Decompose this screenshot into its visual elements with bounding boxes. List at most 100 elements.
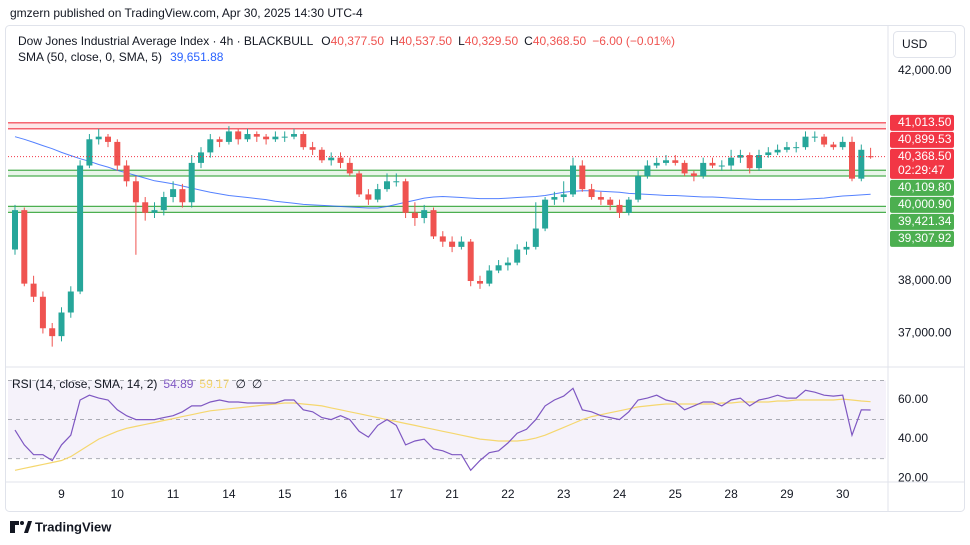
candle-body [263, 136, 270, 140]
candle-body [244, 134, 251, 140]
candle-body [430, 210, 437, 237]
candle-body [849, 141, 855, 179]
candle-body [39, 296, 46, 329]
rsi-value: 59.17 [199, 377, 229, 391]
x-tick-label: 9 [58, 487, 65, 501]
candle-body [77, 165, 84, 292]
candle-body [170, 189, 177, 198]
rsi-title: RSI (14, close, SMA, 14, 2) [12, 377, 157, 391]
candle-body [811, 136, 818, 138]
y-tick-label: 20.00 [898, 470, 928, 484]
ohlc-key: L [458, 34, 465, 48]
candle-body [67, 291, 74, 313]
candle-body [802, 136, 809, 148]
x-tick-label: 29 [780, 487, 794, 501]
candle-body [821, 136, 828, 145]
ohlc-key: C [524, 34, 533, 48]
candle-body [188, 162, 195, 203]
candle-body [21, 210, 28, 284]
x-tick-label: 28 [724, 487, 738, 501]
countdown: 02:29:47 [898, 163, 945, 177]
candle-body [690, 173, 697, 177]
candle-body [207, 139, 214, 153]
candle-body [337, 157, 344, 163]
ohlc-value: 40,329.50 [465, 34, 519, 48]
candle-body [718, 165, 725, 167]
x-tick-label: 14 [222, 487, 236, 501]
candle-body [793, 147, 800, 149]
level-label: 41,013.50 [898, 115, 952, 129]
x-tick-label: 23 [557, 487, 571, 501]
y-tick-label: 38,000.00 [898, 273, 952, 287]
candle-body [514, 249, 521, 263]
candle-body [374, 189, 381, 200]
candle-body [783, 147, 790, 150]
chart-frame [5, 25, 965, 512]
candle-body [607, 199, 614, 205]
candle-body [625, 199, 632, 213]
candle-body [765, 152, 772, 156]
candle-body [402, 181, 409, 213]
candle-body [58, 312, 65, 337]
candle-body [495, 265, 502, 271]
rsi-extra: ∅ [235, 377, 245, 391]
level-zone [8, 206, 886, 213]
candle-body [551, 197, 558, 200]
candle-body [300, 134, 307, 148]
candle-body [225, 131, 232, 142]
x-tick-label: 30 [836, 487, 850, 501]
candle-body [142, 202, 149, 213]
candle-body [235, 131, 242, 140]
x-tick-label: 11 [167, 487, 180, 501]
candle-body [774, 149, 781, 153]
candle-body [504, 262, 511, 266]
candle-body [105, 136, 111, 142]
candle-body [449, 241, 456, 247]
level-label: 40,899.53 [898, 132, 952, 146]
sma-legend: SMA (50, close, 0, SMA, 5) 39,651.88 [18, 50, 224, 64]
rsi-line [14, 398, 871, 471]
candle-body [728, 157, 735, 166]
ohlc-key: H [390, 34, 399, 48]
candle-body [30, 283, 37, 297]
candle-body [272, 136, 279, 140]
level-zone [8, 170, 886, 176]
x-tick-label: 10 [111, 487, 125, 501]
brand: TradingView [35, 519, 112, 534]
price-label-box [890, 196, 954, 213]
sma-line [14, 136, 871, 209]
price-label-box [890, 131, 954, 148]
x-tick-label: 22 [501, 487, 515, 501]
rsi-value: 54.89 [163, 377, 193, 391]
x-tick-label: 17 [390, 487, 404, 501]
level-label: 40,000.90 [898, 197, 952, 211]
y-tick-label: 40.00 [898, 431, 928, 445]
candle-body [663, 160, 669, 163]
price-label-box [890, 230, 954, 247]
y-tick-label: 60.00 [898, 392, 928, 406]
level-label: 40,109.80 [898, 180, 952, 194]
candle-body [132, 181, 139, 203]
currency[interactable]: USD [902, 37, 928, 51]
rsi-line [14, 387, 871, 472]
chart-title: Dow Jones Industrial Average Index · 4h … [18, 34, 314, 48]
price-label-box [890, 148, 954, 179]
currency-button[interactable] [893, 31, 956, 58]
candle-body [486, 270, 493, 284]
candle-body [411, 212, 418, 219]
candle-body [867, 156, 874, 158]
candle-body [151, 210, 158, 213]
price-label-box [890, 179, 954, 196]
candle-body [365, 194, 372, 200]
candle-body [198, 152, 204, 163]
candle-body [839, 141, 846, 148]
candle-body [672, 160, 679, 163]
x-tick-label: 24 [613, 487, 627, 501]
candle-body [421, 210, 428, 219]
candle-body [709, 162, 716, 166]
ohlc-key: O [321, 34, 330, 48]
candle-body [356, 173, 363, 195]
candle-body [560, 194, 567, 198]
candle-body [616, 204, 623, 213]
